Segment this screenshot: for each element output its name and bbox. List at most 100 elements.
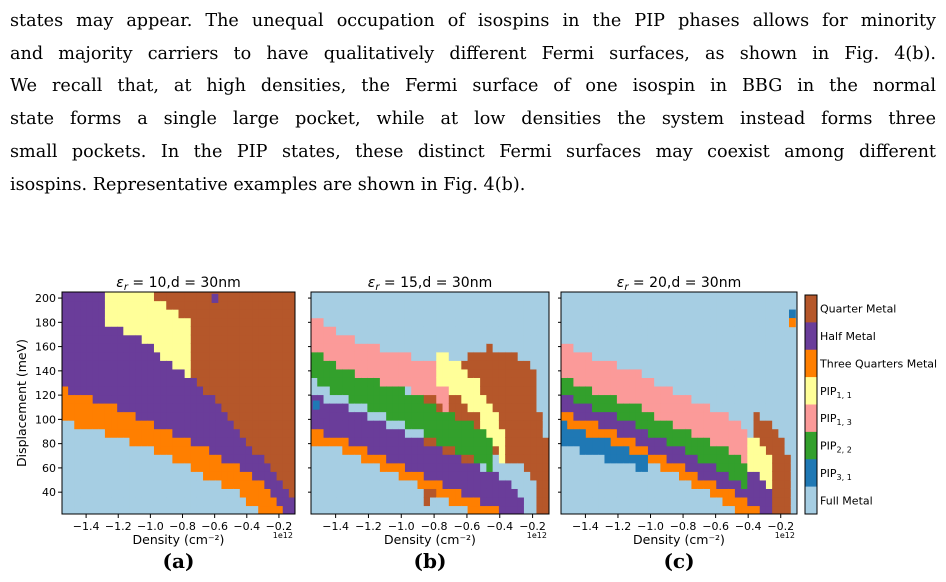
heatmap-cell bbox=[373, 300, 381, 310]
heatmap-cell bbox=[716, 505, 724, 514]
heatmap-cell bbox=[417, 479, 425, 489]
heatmap-cell bbox=[666, 403, 674, 413]
heatmap-cell bbox=[166, 317, 173, 327]
heatmap-cell bbox=[129, 317, 137, 327]
heatmap-cell bbox=[598, 300, 606, 310]
heatmap-cell bbox=[423, 385, 431, 396]
heatmap-cell bbox=[329, 309, 337, 319]
heatmap-cell bbox=[747, 334, 755, 344]
heatmap-cell bbox=[354, 368, 362, 378]
heatmap-cell bbox=[172, 437, 180, 447]
heatmap-cell bbox=[753, 445, 761, 455]
heatmap-cell bbox=[585, 309, 593, 319]
heatmap-cell bbox=[361, 420, 368, 430]
heatmap-cell bbox=[436, 505, 444, 514]
heatmap-cell bbox=[542, 326, 549, 336]
heatmap-cell bbox=[654, 292, 661, 302]
heatmap-cell bbox=[245, 411, 253, 421]
heatmap-cell bbox=[473, 496, 481, 507]
heatmap-cell bbox=[741, 403, 748, 413]
heatmap-cell bbox=[245, 394, 253, 404]
heatmap-cell bbox=[190, 326, 198, 336]
heatmap-cell bbox=[317, 334, 325, 344]
heatmap-cell bbox=[567, 488, 575, 498]
heatmap-cell bbox=[679, 411, 686, 421]
heatmap-cell bbox=[86, 300, 94, 310]
heatmap-cell bbox=[160, 403, 167, 413]
heatmap-cell bbox=[592, 326, 599, 336]
heatmap-cell bbox=[264, 300, 272, 310]
heatmap-cell bbox=[772, 394, 779, 404]
heatmap-cell bbox=[166, 360, 173, 370]
heatmap-cell bbox=[74, 385, 81, 396]
heatmap-cell bbox=[276, 454, 284, 464]
heatmap-cell bbox=[398, 505, 406, 514]
heatmap-cell bbox=[492, 377, 500, 387]
heatmap-cell bbox=[697, 437, 705, 447]
heatmap-cell bbox=[227, 479, 235, 489]
heatmap-cell bbox=[215, 496, 223, 507]
heatmap-cell bbox=[530, 351, 538, 361]
heatmap-cell bbox=[245, 368, 253, 378]
heatmap-cell bbox=[373, 454, 381, 464]
heatmap-cell bbox=[716, 394, 724, 404]
heatmap-cell bbox=[348, 360, 356, 370]
heatmap-cell bbox=[461, 309, 469, 319]
heatmap-cell bbox=[317, 292, 325, 302]
heatmap-cell bbox=[498, 437, 506, 447]
heatmap-cell bbox=[492, 445, 500, 455]
heatmap-cell bbox=[386, 343, 394, 353]
heatmap-cell bbox=[679, 317, 686, 327]
heatmap-cell bbox=[486, 343, 494, 353]
heatmap-cell bbox=[542, 368, 549, 378]
heatmap-cell bbox=[166, 385, 173, 396]
heatmap-cell bbox=[184, 454, 192, 464]
heatmap-cell bbox=[348, 326, 356, 336]
heatmap-cell bbox=[129, 385, 137, 396]
heatmap-cell bbox=[361, 394, 368, 404]
heatmap-cell bbox=[98, 488, 106, 498]
heatmap-cell bbox=[311, 317, 318, 327]
heatmap-cell bbox=[697, 360, 705, 370]
heatmap-cell bbox=[734, 300, 742, 310]
heatmap-cell bbox=[288, 351, 295, 361]
heatmap-cell bbox=[404, 411, 412, 421]
title-eps: ε bbox=[116, 275, 124, 291]
heatmap-cell bbox=[398, 496, 406, 507]
heatmap-cell bbox=[317, 300, 325, 310]
heatmap-cell bbox=[542, 334, 549, 344]
heatmap-cell bbox=[579, 292, 587, 302]
heatmap-cell bbox=[623, 394, 630, 404]
heatmap-cell bbox=[598, 368, 606, 378]
heatmap-cell bbox=[135, 428, 143, 438]
heatmap-cell bbox=[517, 394, 525, 404]
heatmap-cell bbox=[666, 334, 674, 344]
heatmap-cell bbox=[361, 368, 368, 378]
heatmap-cell bbox=[635, 471, 643, 481]
heatmap-cell bbox=[660, 326, 668, 336]
heatmap-cell bbox=[734, 351, 742, 361]
heatmap-cell bbox=[741, 445, 748, 455]
heatmap-cell bbox=[209, 403, 216, 413]
heatmap-cell bbox=[147, 360, 155, 370]
heatmap-cell bbox=[666, 385, 674, 396]
heatmap-cell bbox=[386, 420, 394, 430]
heatmap-cell bbox=[722, 505, 730, 514]
heatmap-cell bbox=[190, 454, 198, 464]
heatmap-cell bbox=[585, 471, 593, 481]
heatmap-cell bbox=[517, 488, 525, 498]
heatmap-cell bbox=[790, 505, 797, 514]
heatmap-cell bbox=[160, 360, 167, 370]
heatmap-cell bbox=[772, 326, 779, 336]
heatmap-cell bbox=[104, 496, 112, 507]
heatmap-cell bbox=[505, 496, 513, 507]
heatmap-cell bbox=[461, 420, 469, 430]
heatmap-cell bbox=[270, 326, 278, 336]
heatmap-cell bbox=[747, 326, 755, 336]
heatmap-cell bbox=[691, 334, 699, 344]
y-tick-label: 60 bbox=[42, 462, 56, 475]
x-tick-label: −0.2 bbox=[519, 520, 546, 533]
heatmap-cell bbox=[498, 326, 506, 336]
heatmap-cell bbox=[561, 334, 568, 344]
heatmap-cell bbox=[417, 462, 425, 472]
